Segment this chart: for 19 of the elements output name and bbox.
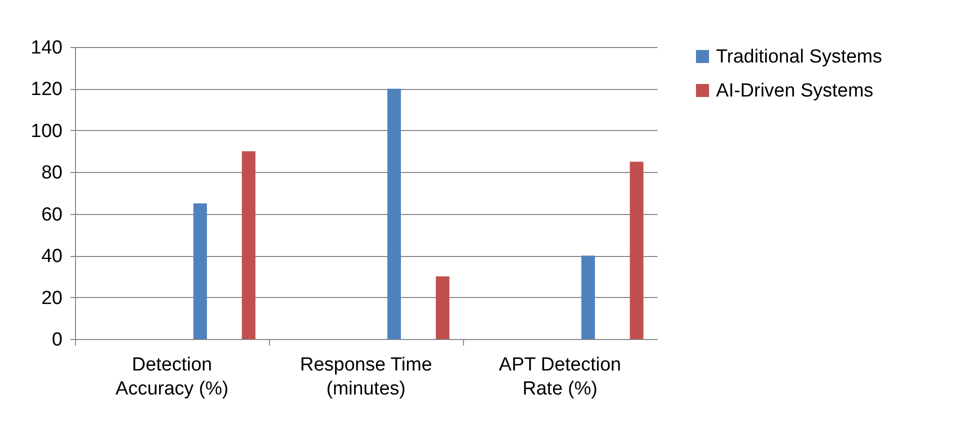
y-tick-label: 120: [30, 79, 62, 100]
bar: [436, 276, 450, 339]
y-tick-label: 80: [41, 162, 62, 184]
legend-label: Traditional Systems: [716, 46, 882, 68]
y-tick-label: 20: [41, 288, 62, 309]
x-tick-label: Detection Accuracy (%): [116, 354, 228, 400]
bar: [630, 162, 644, 339]
x-tick-label: Response Time (minutes): [300, 354, 432, 400]
y-tick-label: 100: [30, 120, 62, 142]
x-tick-label: APT Detection Rate (%): [498, 354, 622, 400]
legend-label: AI-Driven Systems: [716, 80, 874, 102]
bar: [242, 151, 256, 339]
y-tick-label: 60: [41, 204, 62, 226]
bar: [387, 88, 401, 339]
bar: [193, 203, 207, 339]
bar: [581, 256, 595, 339]
y-tick-label: 40: [41, 246, 62, 268]
y-tick-label: 140: [30, 38, 62, 58]
y-tick-label: 0: [52, 330, 62, 350]
